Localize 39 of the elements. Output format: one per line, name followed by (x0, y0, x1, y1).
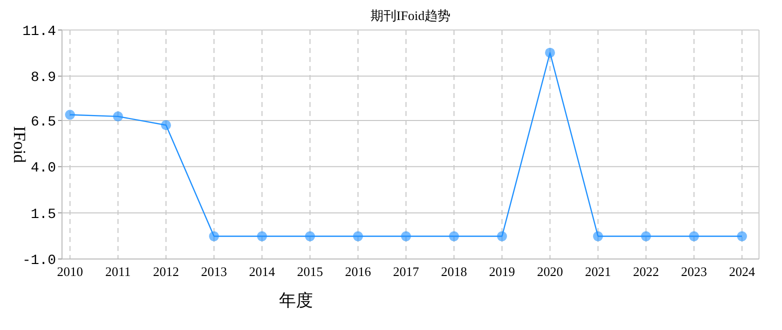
x-tick-label: 2024 (729, 264, 756, 279)
point (641, 231, 651, 242)
x-tick-label: 2018 (441, 264, 467, 279)
point (353, 231, 363, 242)
x-tick-label: 2023 (681, 264, 707, 279)
x-tick-label: 2020 (537, 264, 563, 279)
x-tick-label: 2019 (489, 264, 515, 279)
x-tick-label: 2013 (201, 264, 227, 279)
point (689, 231, 699, 242)
point (737, 231, 747, 242)
x-tick-label: 2022 (633, 264, 659, 279)
y-tick-label: -1.0 (22, 253, 56, 269)
point (305, 231, 315, 242)
point (65, 110, 75, 120)
point (209, 231, 219, 242)
x-tick-label: 2010 (57, 264, 83, 279)
point (113, 111, 123, 122)
x-tick-label: 2021 (585, 264, 611, 279)
x-tick-label: 2014 (249, 264, 276, 279)
chart-title: 期刊IFoid趋势 (370, 8, 451, 23)
point (401, 231, 411, 242)
point (449, 231, 459, 242)
point (593, 231, 603, 242)
x-tick-label: 2015 (297, 264, 323, 279)
y-tick-label: 4.0 (30, 160, 56, 177)
point (257, 231, 267, 242)
y-tick-label: 6.5 (30, 114, 56, 130)
x-axis-title: 年度 (279, 291, 313, 310)
x-tick-label: 2011 (105, 264, 131, 279)
x-tick-label: 2012 (153, 264, 179, 279)
point (497, 231, 507, 242)
x-tick-label: 2016 (345, 264, 372, 279)
y-axis-title: IFoid (10, 126, 29, 164)
x-tick-label: 2017 (393, 264, 420, 279)
y-tick-label: 1.5 (30, 206, 56, 223)
point (161, 120, 171, 130)
y-tick-label: 8.9 (30, 70, 56, 86)
y-tick-label: 11.4 (22, 24, 56, 40)
point (545, 48, 555, 58)
